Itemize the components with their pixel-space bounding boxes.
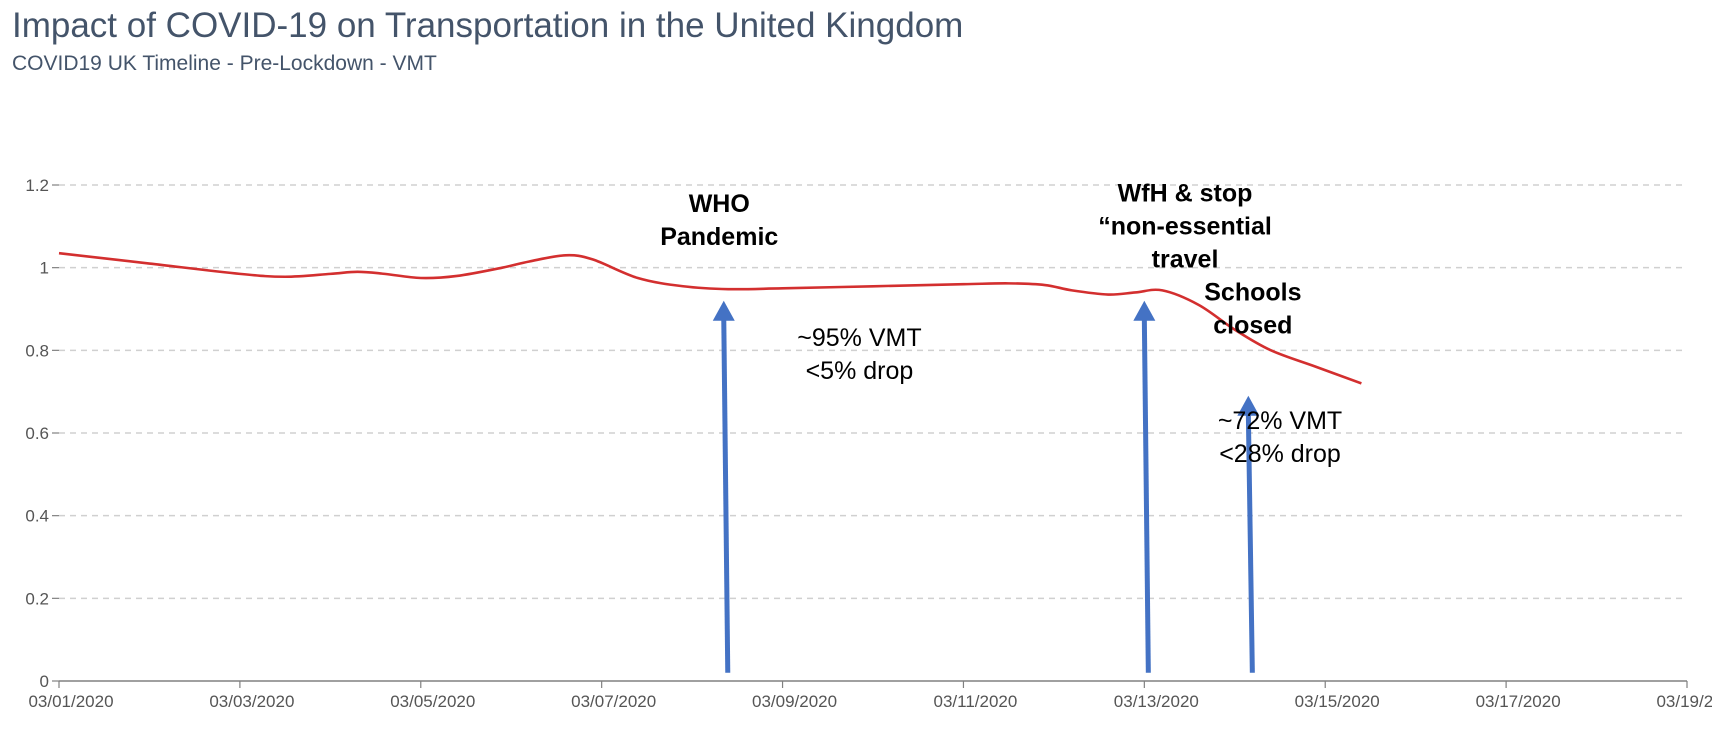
annotation-line: Pandemic <box>660 223 778 251</box>
annotation-line: ~95% VMT <box>797 324 921 352</box>
annotation-line: travel <box>1152 246 1219 274</box>
arrow-head <box>1237 395 1260 416</box>
x-tick-label: 03/05/2020 <box>390 692 475 711</box>
arrow-shaft <box>1141 318 1151 673</box>
y-tick-label: 0 <box>40 672 49 691</box>
arrow-shaft <box>1245 413 1255 673</box>
y-tick-label: 0.4 <box>25 507 49 526</box>
y-tick-label: 1 <box>40 259 49 278</box>
arrow-shaft <box>721 318 731 673</box>
chart-title: Impact of COVID-19 on Transportation in … <box>12 6 964 45</box>
annotation-line: <28% drop <box>1219 440 1341 468</box>
annotation-line: WfH & stop <box>1118 180 1253 208</box>
x-tick-label: 03/19/2020 <box>1656 692 1712 711</box>
annotation: ~72% VMT <28% drop <box>1218 407 1342 468</box>
annotation-line: WHO <box>689 190 750 218</box>
x-tick-label: 03/07/2020 <box>571 692 656 711</box>
y-tick-label: 0.6 <box>25 424 49 443</box>
annotation: WfH & stop “non-essential travel <box>1098 180 1272 274</box>
y-tick-label: 0.8 <box>25 341 49 360</box>
annotation: Schools closed <box>1204 279 1301 340</box>
x-tick-label: 03/09/2020 <box>752 692 837 711</box>
annotation-line: “non-essential <box>1098 213 1272 241</box>
series-line <box>58 251 1362 385</box>
chart-subtitle: COVID19 UK Timeline - Pre-Lockdown - VMT <box>12 52 437 75</box>
annotation-line: Schools <box>1204 279 1301 307</box>
y-tick-label: 0.2 <box>25 589 49 608</box>
grid-lines <box>59 184 1687 600</box>
event-arrow <box>1133 300 1156 673</box>
annotation-line: closed <box>1213 312 1292 340</box>
x-tick-label: 03/01/2020 <box>28 692 113 711</box>
annotation: ~95% VMT <5% drop <box>797 324 921 385</box>
series-layer <box>58 251 1362 385</box>
x-axis-ticks: 03/01/2020 03/03/2020 03/05/2020 03/07/2020… <box>28 681 1712 711</box>
x-tick-label: 03/15/2020 <box>1295 692 1380 711</box>
annotation-line: ~72% VMT <box>1218 407 1342 435</box>
arrows-layer <box>712 300 1260 673</box>
x-tick-label: 03/17/2020 <box>1476 692 1561 711</box>
x-tick-label: 03/11/2020 <box>934 692 1018 711</box>
arrow-head <box>712 300 735 321</box>
x-tick-label: 03/13/2020 <box>1114 692 1199 711</box>
x-tick-label: 03/03/2020 <box>209 692 294 711</box>
arrow-head <box>1133 300 1156 321</box>
event-arrow <box>1237 395 1260 673</box>
y-axis: 0 0.2 0.4 0.6 0.8 1 1.2 <box>25 176 59 691</box>
annotations-layer: WHO Pandemic WfH & stop “non-essential trave… <box>660 180 1342 468</box>
y-tick-label: 1.2 <box>25 176 49 195</box>
event-arrow <box>712 300 735 673</box>
annotation-line: <5% drop <box>806 357 914 385</box>
annotation: WHO Pandemic <box>660 190 778 251</box>
